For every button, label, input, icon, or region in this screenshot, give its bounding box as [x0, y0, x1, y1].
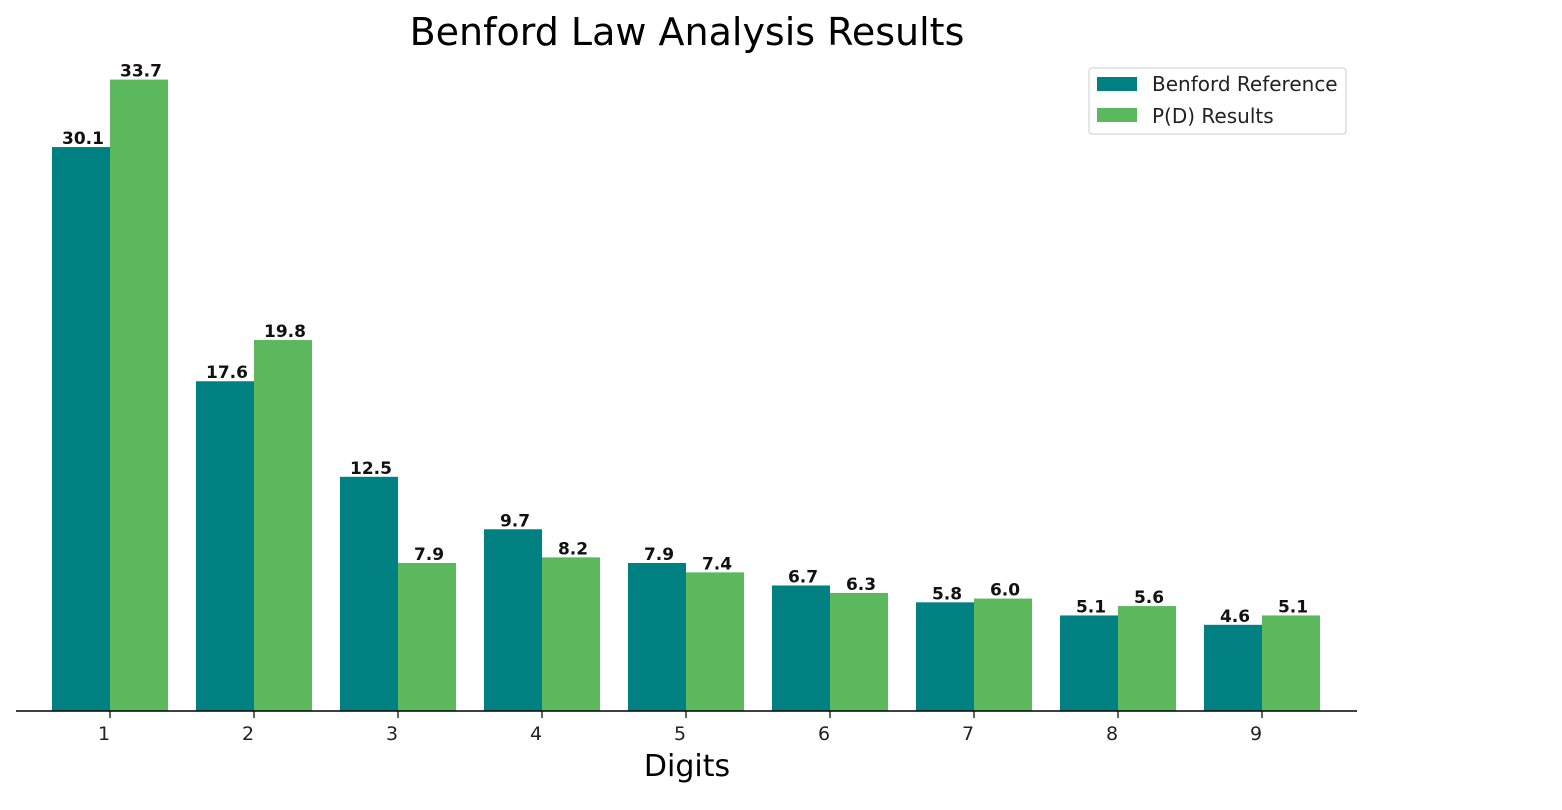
bar-benford-reference-digit-5	[628, 562, 686, 711]
value-label-benford-reference-digit-9: 4.6	[1220, 607, 1250, 627]
bar-benford-reference-digit-3	[340, 476, 398, 711]
x-tick-label-3: 3	[386, 723, 398, 745]
value-label-pd-results-digit-4: 8.2	[558, 539, 588, 559]
bar-pd-results-digit-3	[398, 562, 456, 711]
value-label-benford-reference-digit-1: 30.1	[62, 129, 104, 149]
bar-pd-results-digit-9	[1262, 615, 1320, 711]
legend-swatch-benford-reference	[1097, 77, 1137, 91]
x-tick-label-8: 8	[1106, 723, 1118, 745]
value-label-pd-results-digit-9: 5.1	[1278, 597, 1308, 617]
x-tick-label-9: 9	[1250, 723, 1262, 745]
legend-swatch-pd-results	[1097, 108, 1137, 122]
bar-benford-reference-digit-7	[916, 602, 974, 711]
x-tick-label-4: 4	[530, 723, 542, 745]
bar-pd-results-digit-5	[686, 572, 744, 711]
value-label-pd-results-digit-7: 6.0	[990, 581, 1020, 601]
value-label-benford-reference-digit-7: 5.8	[932, 584, 962, 604]
bar-benford-reference-digit-2	[196, 381, 254, 711]
x-ticks-layer: 1 2 3 4 5 6 7 8 9	[98, 711, 1263, 745]
value-label-benford-reference-digit-4: 9.7	[500, 511, 530, 531]
value-label-benford-reference-digit-5: 7.9	[644, 545, 674, 565]
legend-label-pd-results: P(D) Results	[1152, 104, 1274, 128]
value-label-benford-reference-digit-8: 5.1	[1076, 597, 1106, 617]
bar-pd-results-digit-1	[110, 79, 168, 711]
bar-pd-results-digit-6	[830, 592, 888, 711]
x-tick-label-6: 6	[818, 723, 830, 745]
bar-benford-reference-digit-4	[484, 529, 542, 711]
value-label-pd-results-digit-2: 19.8	[264, 322, 306, 342]
value-labels-layer: 30.1 33.7 17.6 19.8 12.5 7.9 9.7 8.2 7.9 7.4 6.7 6.…	[62, 62, 1308, 627]
value-label-benford-reference-digit-3: 12.5	[350, 459, 392, 479]
value-label-pd-results-digit-5: 7.4	[702, 554, 732, 574]
value-label-pd-results-digit-6: 6.3	[846, 575, 876, 595]
value-label-pd-results-digit-3: 7.9	[414, 545, 444, 565]
bar-benford-reference-digit-6	[772, 585, 830, 711]
legend-label-benford-reference: Benford Reference	[1152, 72, 1338, 96]
bar-benford-reference-digit-8	[1060, 615, 1118, 711]
x-tick-label-2: 2	[242, 723, 254, 745]
bar-pd-results-digit-2	[254, 340, 312, 711]
x-axis-label: Digits	[644, 749, 730, 784]
bar-benford-reference-digit-9	[1204, 624, 1262, 711]
value-label-benford-reference-digit-6: 6.7	[788, 567, 818, 587]
chart-title: Benford Law Analysis Results	[410, 10, 965, 54]
bar-pd-results-digit-7	[974, 598, 1032, 711]
bar-benford-reference-digit-1	[52, 147, 110, 712]
value-label-pd-results-digit-8: 5.6	[1134, 588, 1164, 608]
x-tick-label-5: 5	[674, 723, 686, 745]
legend-frame	[1088, 67, 1347, 135]
x-tick-label-7: 7	[962, 723, 974, 745]
value-label-pd-results-digit-1: 33.7	[120, 62, 162, 82]
bar-pd-results-digit-4	[542, 557, 600, 711]
x-tick-label-1: 1	[98, 723, 110, 745]
bars-layer	[52, 79, 1320, 712]
value-label-benford-reference-digit-2: 17.6	[206, 363, 248, 383]
chart-legend: Benford Reference P(D) Results	[1088, 67, 1347, 135]
bar-pd-results-digit-8	[1118, 606, 1176, 711]
